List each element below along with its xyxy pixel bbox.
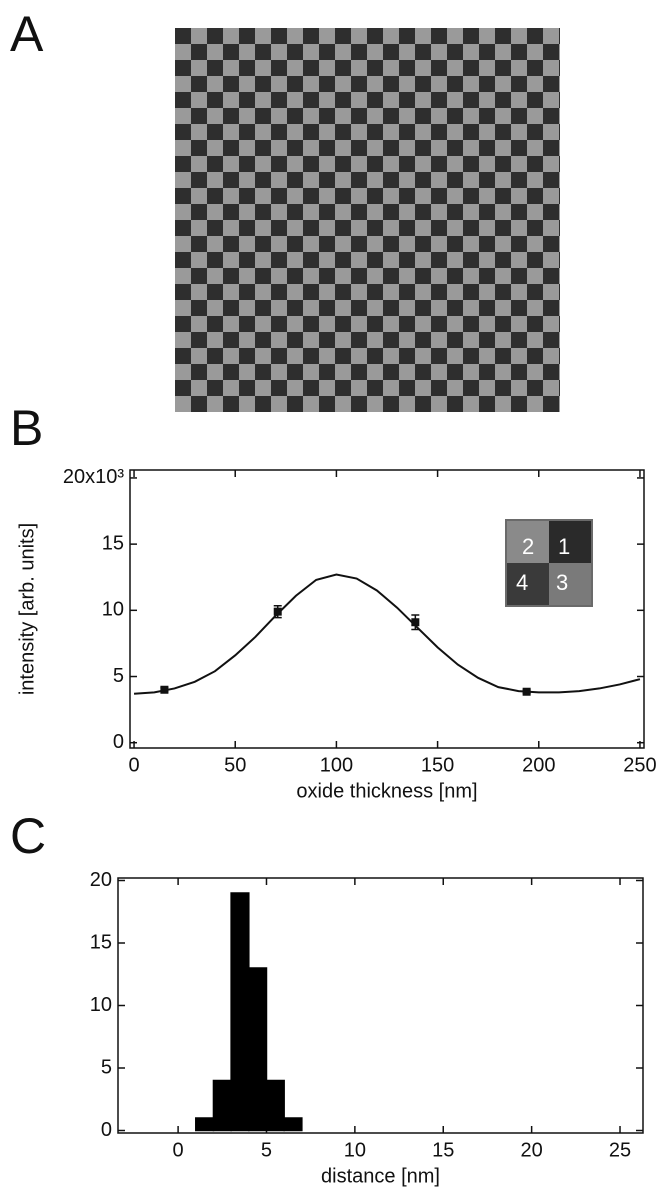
y-tick-label: 20 — [90, 869, 112, 891]
x-tick-label: 15 — [432, 1139, 454, 1161]
x-tick-label: 10 — [344, 1139, 366, 1161]
inset-cell — [507, 521, 549, 563]
histogram-bar — [230, 892, 250, 1132]
inset-cell — [549, 563, 591, 605]
inset-cell — [507, 563, 549, 605]
histogram-bar — [248, 967, 268, 1132]
y-tick-label: 15 — [102, 532, 124, 554]
data-point — [411, 618, 420, 627]
data-point — [273, 607, 282, 616]
y-tick-label: 10 — [102, 599, 124, 621]
x-tick-label: 50 — [224, 754, 246, 776]
histogram-bar — [265, 1079, 285, 1132]
y-tick-label: 15 — [90, 931, 112, 953]
inset-label: 2 — [522, 534, 534, 559]
x-axis-label: oxide thickness [nm] — [296, 780, 477, 802]
y-axis-label: intensity [arb. units] — [16, 523, 38, 695]
x-tick-label: 0 — [173, 1139, 184, 1161]
x-tick-label: 5 — [261, 1139, 272, 1161]
inset-label: 1 — [558, 534, 570, 559]
panel-label: A — [10, 6, 44, 62]
plot-frame — [117, 877, 644, 1134]
inset-label: 3 — [556, 570, 568, 595]
x-tick-label: 250 — [623, 754, 656, 776]
inset-label: 4 — [516, 570, 528, 595]
histogram-bar — [283, 1117, 303, 1132]
fit-curve — [133, 573, 641, 695]
inset-cell — [549, 521, 591, 563]
x-axis-label: distance [nm] — [321, 1165, 440, 1187]
inset: 2 1 4 3 — [505, 519, 593, 607]
y-tick-label: 5 — [113, 665, 124, 687]
x-tick-label: 20 — [521, 1139, 543, 1161]
histogram-bar — [212, 1079, 232, 1132]
y-tick-label: 0 — [101, 1119, 112, 1141]
checkerboard-image — [175, 28, 560, 412]
y-tick-label: 10 — [90, 994, 112, 1016]
y-tick-label: 20x10³ — [63, 466, 124, 488]
y-tick-label: 5 — [101, 1056, 112, 1078]
panel-label: C — [10, 808, 46, 864]
x-tick-label: 200 — [522, 754, 555, 776]
y-tick-label: 0 — [113, 731, 124, 753]
x-tick-label: 100 — [320, 754, 353, 776]
x-tick-label: 150 — [421, 754, 454, 776]
histogram-bar — [195, 1117, 215, 1132]
x-tick-label: 0 — [128, 754, 139, 776]
x-tick-label: 25 — [609, 1139, 631, 1161]
panel-label: B — [10, 400, 43, 456]
plot-frame — [129, 469, 645, 749]
